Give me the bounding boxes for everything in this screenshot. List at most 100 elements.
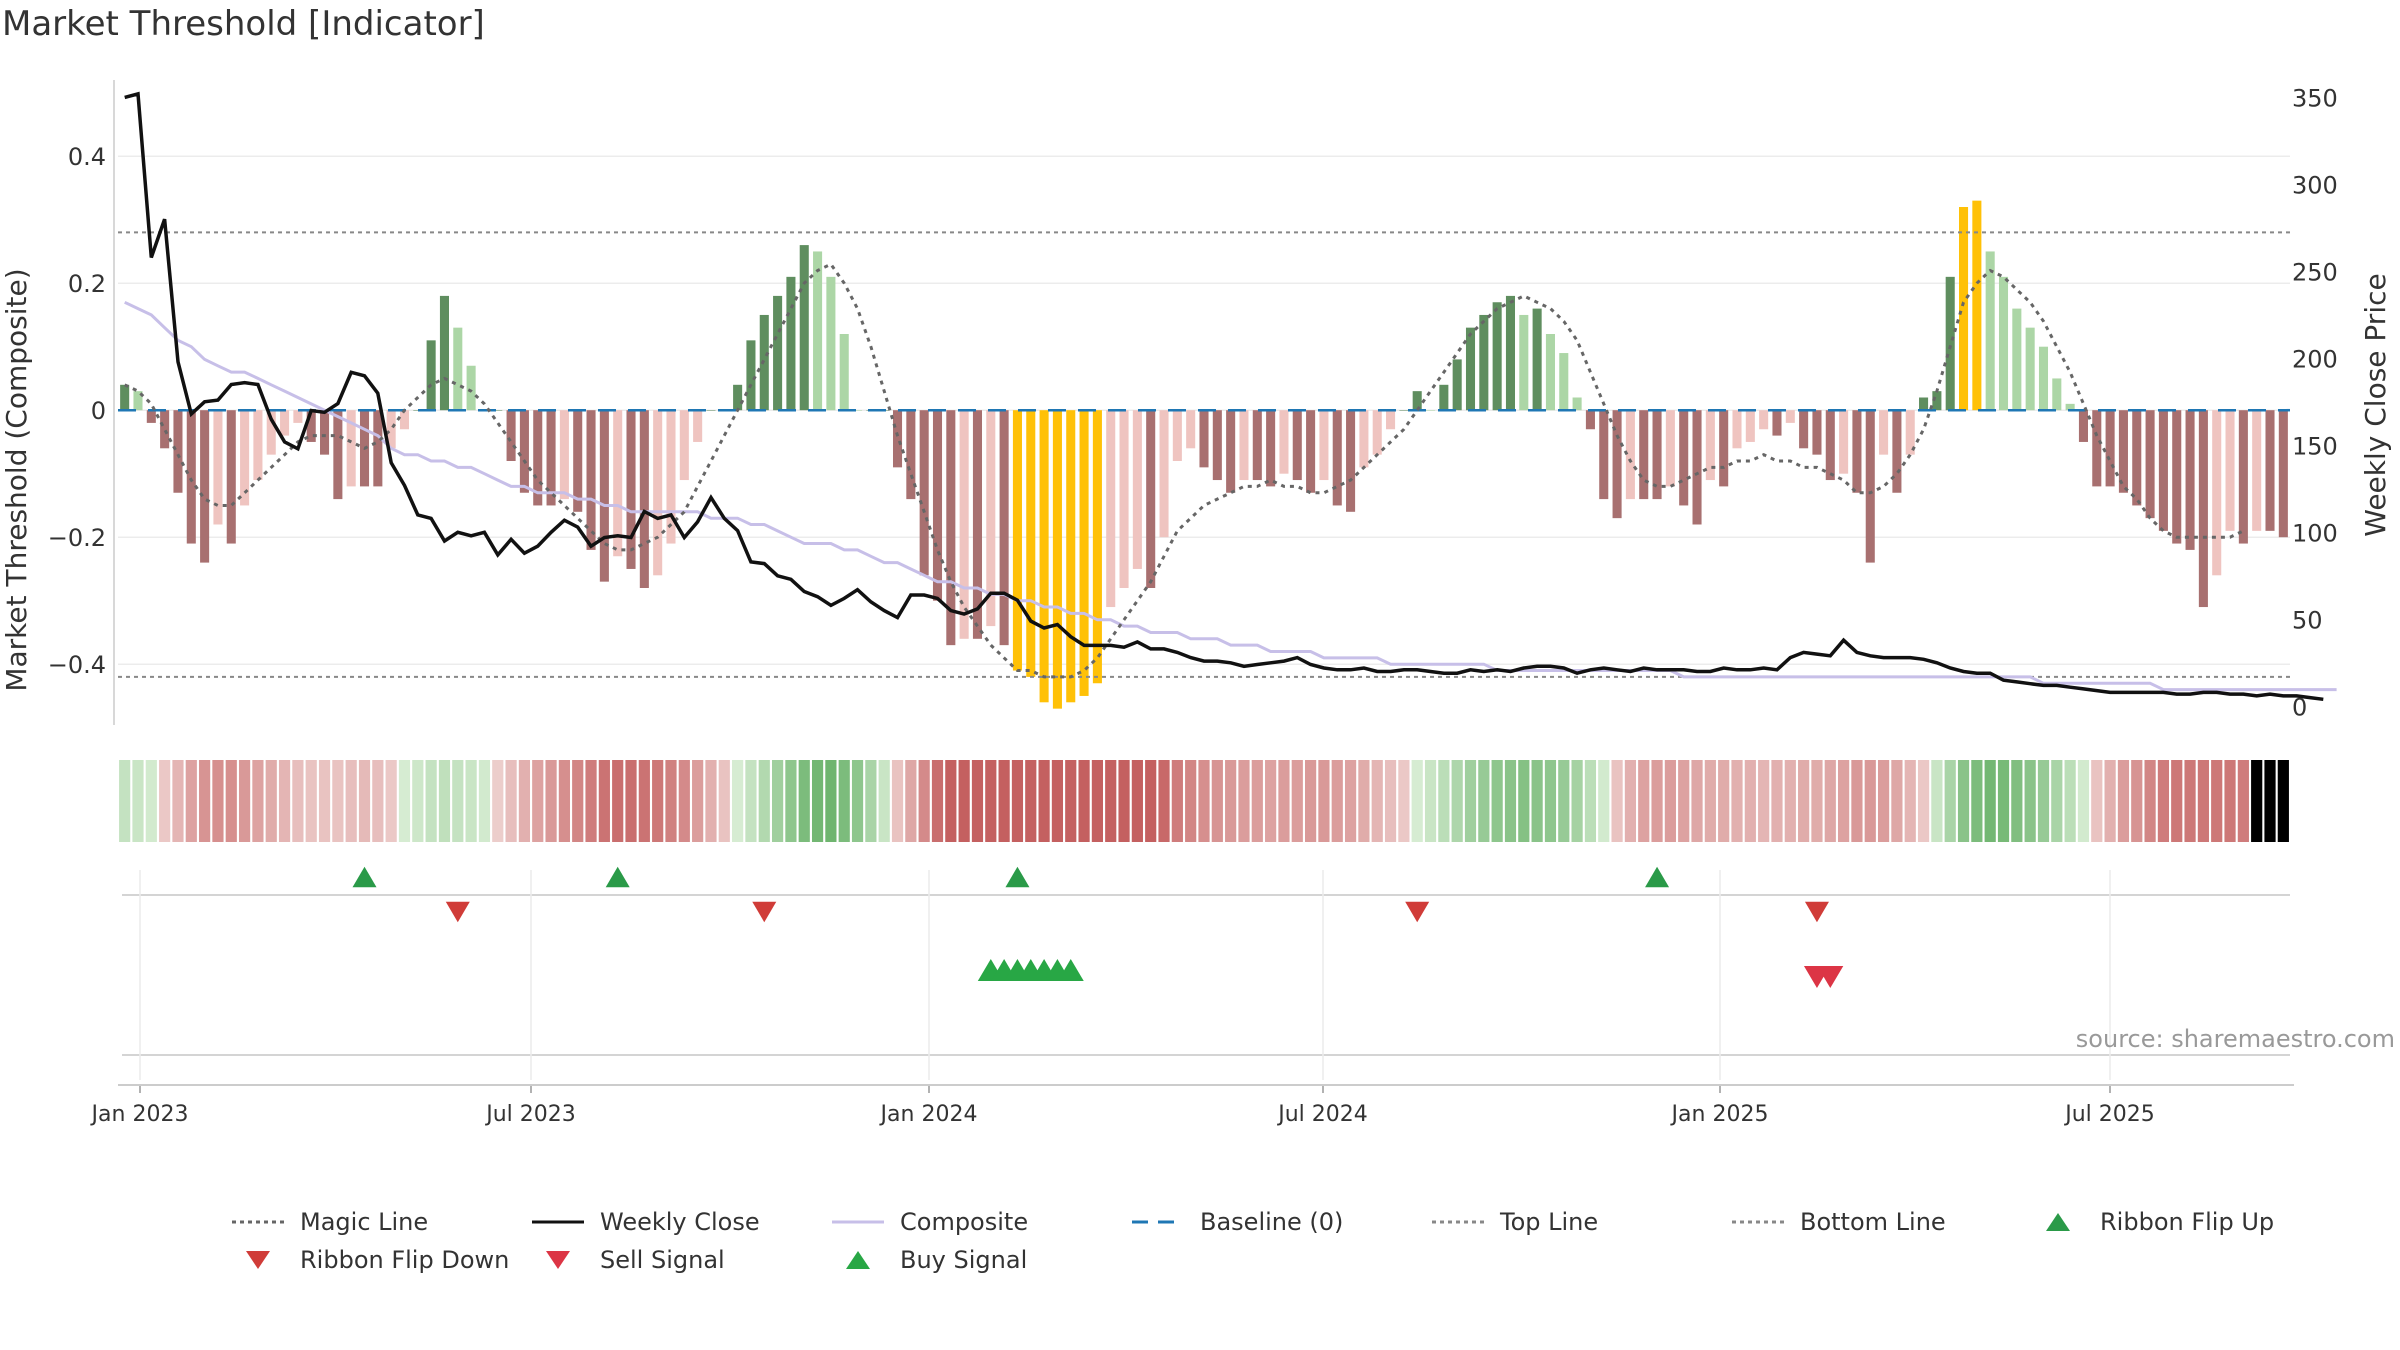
ribbon-flip-up-marker xyxy=(352,866,377,888)
composite-bar xyxy=(533,410,543,506)
composite-bar xyxy=(1972,200,1982,411)
legend-label: Magic Line xyxy=(300,1208,429,1236)
composite-bar xyxy=(2185,410,2195,550)
ribbon-cell xyxy=(1025,760,1037,842)
ribbon-cell xyxy=(771,760,784,842)
ribbon-cell xyxy=(1491,760,1503,842)
composite-bar xyxy=(493,410,503,411)
legend-label: Bottom Line xyxy=(1800,1208,1946,1236)
composite-bar xyxy=(1879,410,1889,455)
ribbon-cell xyxy=(905,760,917,842)
composite-bar xyxy=(1998,276,2009,411)
ribbon-cell xyxy=(598,760,610,842)
signal-layer xyxy=(118,866,2294,1086)
dashed-line-icon xyxy=(1132,1220,1184,1224)
ribbon-cell xyxy=(1691,760,1703,842)
composite-bar xyxy=(1932,391,1942,411)
triangle-down-icon xyxy=(246,1251,270,1269)
composite-bar xyxy=(1239,410,1249,481)
solid-line-icon xyxy=(832,1220,884,1224)
ribbon-cell xyxy=(2051,760,2063,842)
composite-bar xyxy=(2238,410,2248,544)
composite-bar xyxy=(333,410,343,500)
composite-bar xyxy=(1759,410,1769,430)
composite-bar xyxy=(1306,410,1316,493)
ribbon-cell xyxy=(1891,760,1903,842)
composite-bar xyxy=(2225,410,2235,531)
composite-bar xyxy=(919,410,929,576)
composite-bar xyxy=(679,410,689,481)
ribbon-cell xyxy=(1864,760,1876,842)
ribbon-cell xyxy=(692,760,704,842)
ribbon-cell xyxy=(1438,760,1450,842)
composite-bar xyxy=(1559,353,1569,411)
ribbon-cell xyxy=(265,760,277,842)
composite-bar xyxy=(1945,276,1955,411)
composite-bar xyxy=(1719,410,1729,487)
ribbon-cell xyxy=(2064,760,2076,842)
composite-bar xyxy=(773,295,783,411)
composite-bar xyxy=(1985,251,1995,411)
left-y-tick-label: −0.2 xyxy=(48,524,106,552)
composite-bar xyxy=(466,365,476,411)
ribbon-cell xyxy=(945,760,957,842)
right-y-tick-label: 0 xyxy=(2292,693,2307,721)
composite-bar xyxy=(1226,410,1236,493)
composite-bar xyxy=(240,410,250,506)
ribbon-cell xyxy=(1624,760,1637,842)
ribbon-cell xyxy=(318,760,331,842)
composite-bar xyxy=(306,410,316,442)
ribbon-cell xyxy=(1278,760,1290,842)
ribbon-cell xyxy=(745,760,757,842)
lines-layer xyxy=(118,91,2337,702)
composite-bar xyxy=(786,276,796,411)
composite-bar xyxy=(813,251,823,411)
ribbon-layer xyxy=(119,760,2289,842)
ribbon-cell xyxy=(612,760,624,842)
ribbon-cell xyxy=(1238,760,1250,842)
ribbon-cell xyxy=(1091,760,1103,842)
ribbon-cell xyxy=(518,760,531,842)
ribbon-cell xyxy=(585,760,597,842)
composite-bar xyxy=(173,410,183,493)
composite-bar xyxy=(1599,410,1609,500)
composite-bar xyxy=(1492,302,1502,411)
ribbon-cell xyxy=(2171,760,2183,842)
composite-bar xyxy=(1959,207,1969,411)
ribbon-cell xyxy=(145,760,157,842)
composite-bar xyxy=(1252,410,1262,481)
composite-bar xyxy=(2198,410,2208,608)
composite-bar xyxy=(2118,410,2128,493)
composite-bar xyxy=(1052,410,1062,709)
left-y-tick-label: 0 xyxy=(91,397,106,425)
ribbon-cell xyxy=(1771,760,1783,842)
ribbon-cell xyxy=(1318,760,1330,842)
ribbon-cell xyxy=(2131,760,2143,842)
composite-bar xyxy=(1812,410,1822,455)
ribbon-cell xyxy=(851,760,864,842)
ribbon-cell xyxy=(185,760,197,842)
ribbon-cell xyxy=(931,760,944,842)
ribbon-cell xyxy=(958,760,970,842)
bars-layer xyxy=(120,200,2288,709)
legend-item: Bottom Line xyxy=(1730,1205,1946,1239)
ribbon-cell xyxy=(398,760,411,842)
composite-bar xyxy=(826,276,836,411)
x-tick-label: Jan 2024 xyxy=(879,1102,978,1127)
composite-bar xyxy=(253,410,263,481)
composite-bar xyxy=(626,410,636,569)
ribbon-cell xyxy=(665,760,677,842)
legend-label: Weekly Close xyxy=(600,1208,760,1236)
dotted-line-icon xyxy=(1732,1220,1784,1224)
composite-bar xyxy=(2252,410,2262,531)
composite-bar xyxy=(1665,410,1675,487)
ribbon-cell xyxy=(2224,760,2236,842)
ribbon-cell xyxy=(332,760,344,842)
ribbon-cell xyxy=(1358,760,1370,842)
legend-item: Baseline (0) xyxy=(1130,1205,1343,1239)
ribbon-cell xyxy=(1451,760,1463,842)
right-y-tick-label: 50 xyxy=(2292,606,2323,634)
ribbon-cell xyxy=(1065,760,1077,842)
composite-bar xyxy=(1892,410,1902,493)
